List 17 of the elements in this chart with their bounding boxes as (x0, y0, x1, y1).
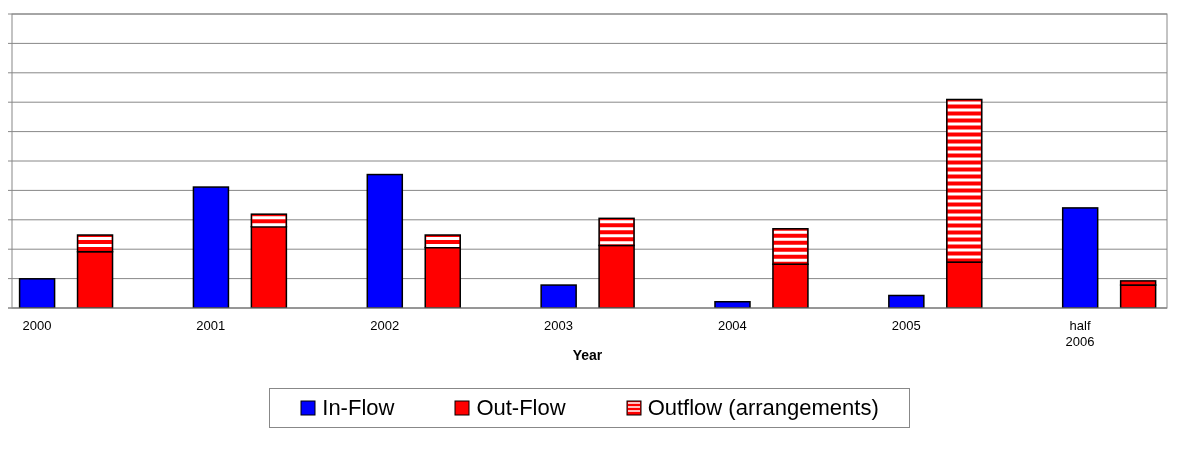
x-tick-label: 2001 (196, 318, 226, 333)
legend-label: Outflow (arrangements) (647, 395, 879, 421)
bar (1061, 207, 1099, 308)
bar (888, 294, 925, 308)
x-tick-label: 2002 (370, 318, 400, 333)
x-tick-label: half 2006 (1065, 318, 1095, 349)
x-tick-label: 2005 (891, 318, 921, 333)
legend-label: Out-Flow (476, 395, 566, 421)
x-tick-label: 2000 (22, 318, 52, 333)
x-tick-label: 2004 (717, 318, 747, 333)
x-axis-title: Year (572, 347, 603, 363)
bar (18, 278, 56, 308)
bar (540, 284, 577, 308)
bar (192, 186, 230, 308)
bar (366, 173, 404, 308)
legend-label: In-Flow (322, 395, 395, 421)
x-tick-label: 2003 (544, 318, 573, 333)
